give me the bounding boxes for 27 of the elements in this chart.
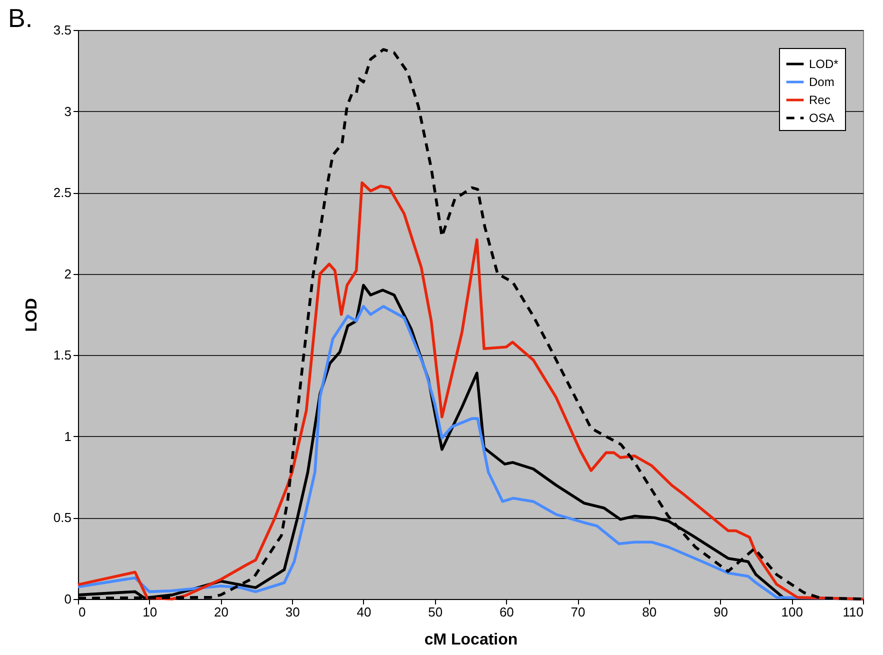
y-tick-label: 3 [64,104,72,119]
x-tick-label: 90 [714,604,728,620]
x-axis-title: cM Location [424,632,518,648]
x-tick-label: 100 [781,604,803,620]
y-tick-label: 0.5 [53,510,72,526]
legend-label: Dom [809,75,834,89]
text: B. [8,3,33,33]
y-tick-label: 0 [64,592,72,606]
x-tick-label: 60 [499,604,514,620]
y-tick-label: 1.5 [53,348,72,363]
x-tick-label: 80 [642,604,657,620]
x-tick-label: 10 [142,604,158,620]
x-tick-label: 110 [842,604,864,620]
legend-label: LOD* [809,57,839,71]
y-tick-label: 2.5 [53,185,72,200]
x-tick-label: 0 [78,604,86,620]
y-tick-label: 2 [64,266,72,282]
x-tick-label: 70 [570,604,586,620]
legend-label: Rec [809,93,830,107]
y-tick-label: 1 [64,428,72,444]
x-tick-label: 30 [285,604,300,620]
x-tick-label: 20 [214,604,228,620]
x-tick-label: 50 [428,604,443,620]
y-tick-label: 3.5 [53,22,72,38]
x-tick-label: 40 [356,604,372,620]
y-axis-title: LOD [23,298,40,332]
legend-label: OSA [809,111,834,125]
